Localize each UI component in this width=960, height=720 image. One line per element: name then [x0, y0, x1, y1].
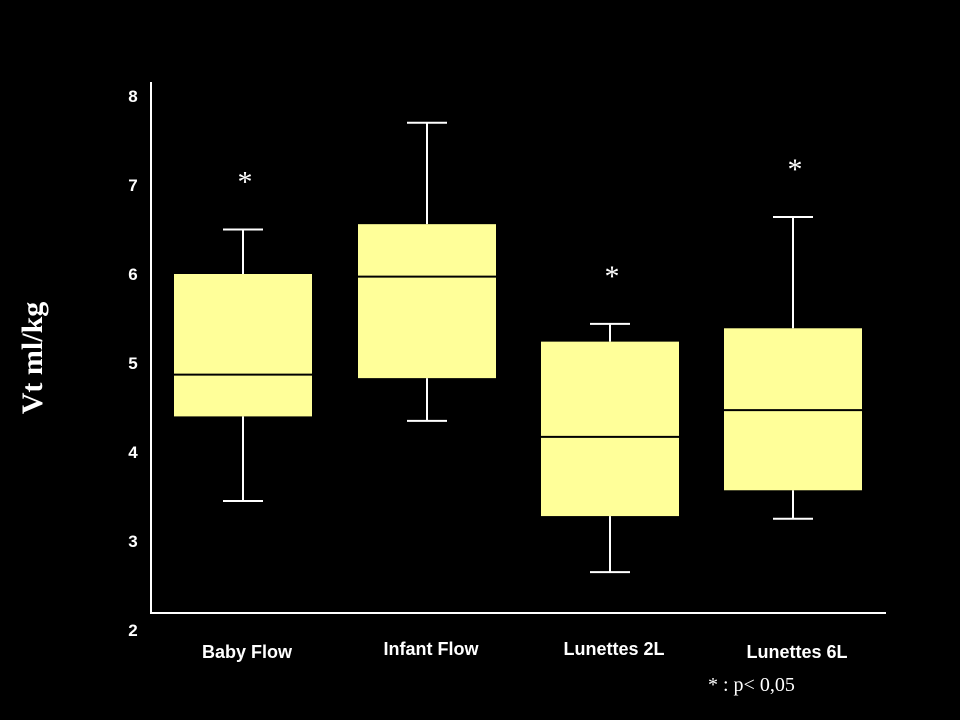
- y-tick-label: 5: [128, 354, 137, 373]
- box-lunettes-2l: *: [541, 260, 679, 574]
- significance-marker: *: [238, 166, 253, 199]
- y-tick-label: 4: [128, 443, 138, 462]
- iqr-box: [174, 274, 312, 417]
- y-axis-label: Vt ml/kg: [16, 302, 49, 415]
- iqr-box: [358, 224, 496, 379]
- box-lunettes-6l: *: [724, 153, 862, 520]
- category-label: Baby Flow: [202, 642, 293, 662]
- significance-marker: *: [605, 260, 620, 293]
- box-infant-flow: [358, 121, 496, 422]
- significance-note: * : p< 0,05: [708, 674, 795, 696]
- significance-marker: *: [788, 153, 803, 186]
- category-label: Lunettes 6L: [746, 642, 847, 662]
- y-tick-label: 8: [128, 87, 137, 106]
- y-tick-label: 3: [128, 532, 137, 551]
- y-tick-label: 6: [128, 265, 137, 284]
- y-tick-label: 7: [128, 176, 137, 195]
- y-tick-label: 2: [128, 621, 137, 640]
- iqr-box: [541, 341, 679, 517]
- category-label: Infant Flow: [384, 639, 480, 659]
- box-baby-flow: *: [174, 166, 312, 502]
- category-label: Lunettes 2L: [563, 639, 664, 659]
